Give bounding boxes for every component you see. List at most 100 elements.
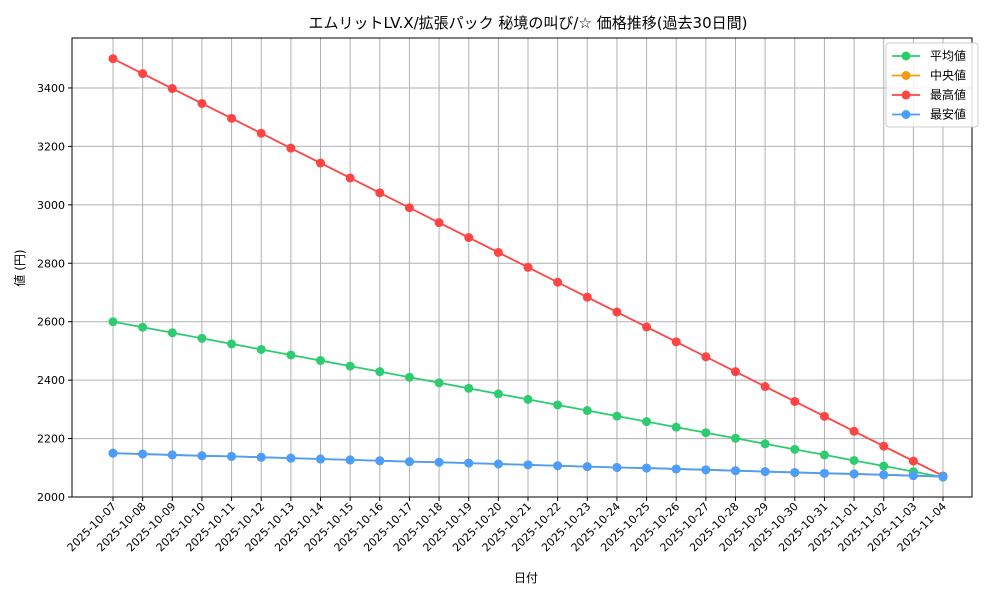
data-point: [849, 469, 859, 479]
legend-label: 平均値: [930, 48, 966, 63]
data-point: [731, 466, 740, 476]
data-point: [197, 98, 207, 108]
data-point: [493, 459, 503, 469]
data-point: [671, 337, 681, 347]
data-point: [434, 378, 444, 388]
data-point: [582, 462, 592, 472]
data-point: [642, 322, 652, 332]
data-point: [879, 441, 889, 451]
chart-title: エムリットLV.X/拡張パック 秘境の叫び/☆ 価格推移(過去30日間): [309, 14, 748, 32]
data-point: [108, 317, 118, 327]
y-tick-label: 2400: [37, 374, 65, 387]
data-point: [908, 456, 918, 466]
data-point: [316, 454, 325, 464]
legend-marker: [901, 71, 911, 80]
legend-marker: [901, 51, 911, 61]
data-point: [345, 455, 355, 465]
data-point: [642, 463, 652, 473]
data-point: [138, 69, 148, 79]
data-point: [286, 143, 296, 153]
legend-label: 最高値: [930, 87, 966, 102]
data-point: [464, 383, 474, 393]
data-point: [879, 470, 889, 480]
data-point: [493, 247, 503, 257]
data-point: [523, 460, 533, 470]
data-point: [227, 451, 237, 461]
legend-item: 最安値: [892, 107, 966, 122]
data-point: [790, 444, 800, 454]
data-point: [404, 457, 414, 467]
data-point: [582, 292, 592, 302]
data-point: [849, 426, 859, 436]
data-point: [138, 322, 148, 332]
data-point: [167, 84, 177, 94]
data-point: [582, 406, 592, 416]
data-point: [731, 433, 740, 443]
data-point: [612, 307, 622, 317]
legend-label: 中央値: [930, 68, 966, 83]
legend-item: 中央値: [892, 68, 966, 83]
data-point: [612, 411, 622, 421]
legend-box: [885, 42, 979, 128]
data-point: [375, 456, 385, 466]
data-point: [701, 352, 711, 362]
data-point: [879, 461, 889, 471]
data-point: [671, 422, 681, 432]
y-tick-label: 3000: [37, 199, 65, 212]
data-point: [938, 472, 948, 482]
data-point: [701, 465, 711, 475]
series-0: [108, 317, 948, 482]
series-2: [108, 54, 948, 481]
y-tick-label: 2200: [37, 433, 65, 446]
data-point: [316, 356, 325, 366]
data-point: [819, 411, 829, 421]
data-point: [701, 428, 711, 438]
data-point: [553, 461, 563, 471]
data-point: [138, 449, 148, 459]
data-point: [760, 467, 770, 477]
data-point: [760, 439, 770, 449]
y-tick-label: 2000: [37, 491, 65, 504]
data-point: [731, 367, 740, 377]
data-point: [553, 277, 563, 287]
legend-item: 最高値: [892, 87, 966, 102]
legend-marker: [901, 110, 911, 119]
data-point: [375, 367, 385, 377]
y-tick-label: 3400: [37, 82, 65, 95]
data-point: [819, 468, 829, 478]
data-point: [642, 417, 652, 427]
legend-item: 平均値: [892, 48, 966, 63]
data-point: [464, 458, 474, 468]
data-point: [612, 462, 622, 472]
data-point: [286, 453, 296, 463]
data-point: [197, 451, 207, 461]
data-point: [760, 382, 770, 392]
data-point: [197, 333, 207, 343]
data-point: [345, 361, 355, 371]
data-point: [493, 389, 503, 399]
data-point: [908, 471, 918, 481]
data-point: [523, 394, 533, 404]
data-point: [790, 467, 800, 477]
data-point: [819, 450, 829, 460]
data-point: [464, 233, 474, 243]
data-point: [286, 350, 296, 360]
data-point: [227, 113, 237, 123]
data-point: [227, 339, 237, 349]
data-point: [404, 203, 414, 213]
data-point: [434, 218, 444, 228]
series-3: [108, 448, 948, 482]
y-tick-label: 3200: [37, 140, 65, 153]
data-point: [316, 158, 325, 168]
data-point: [553, 400, 563, 410]
legend-label: 最安値: [930, 107, 966, 122]
data-point: [849, 455, 859, 465]
data-point: [167, 328, 177, 338]
data-point: [404, 372, 414, 382]
y-axis-label: 値 (円): [12, 249, 27, 286]
data-point: [671, 464, 681, 474]
data-point: [434, 457, 444, 467]
legend-marker: [901, 90, 911, 100]
